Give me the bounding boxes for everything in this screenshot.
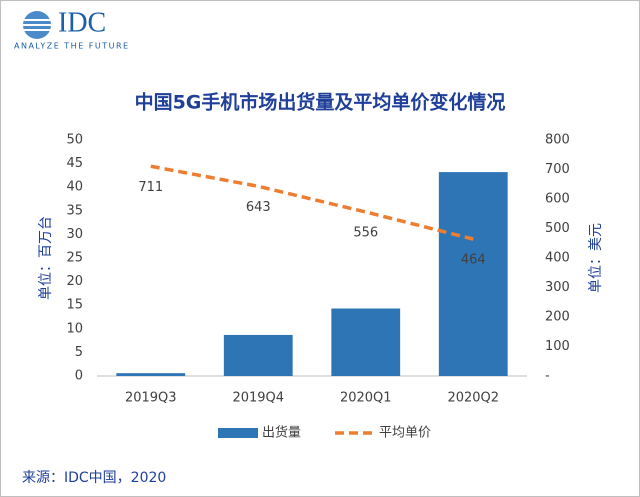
y2-tick-label: 100 xyxy=(545,339,570,354)
y2-axis-label: 单位：美元 xyxy=(588,223,604,293)
y2-tick-label: 300 xyxy=(545,280,570,295)
y-tick-label: 0 xyxy=(75,369,83,384)
y-tick-label: 5 xyxy=(75,345,83,360)
legend-label: 平均单价 xyxy=(379,426,431,441)
bar xyxy=(438,172,508,376)
y2-tick-label: 600 xyxy=(545,192,570,207)
y-tick-label: 20 xyxy=(66,274,83,289)
data-label: 464 xyxy=(461,253,486,268)
source: 来源：IDC中国，2020 xyxy=(22,470,166,486)
bar xyxy=(223,334,293,376)
data-label: 711 xyxy=(138,180,163,195)
y-tick-label: 15 xyxy=(66,298,83,313)
logo-icon xyxy=(23,11,51,39)
x-tick-label: 2020Q1 xyxy=(340,391,392,406)
y2-tick-label: 500 xyxy=(545,221,570,236)
bar xyxy=(116,373,186,376)
legend-label: 出货量 xyxy=(262,425,301,441)
y2-tick-label: 800 xyxy=(545,133,570,148)
logo-name: IDC xyxy=(58,7,106,38)
x-tick-label: 2020Q2 xyxy=(447,391,499,406)
y-tick-label: 10 xyxy=(66,321,83,336)
y-tick-label: 40 xyxy=(66,180,83,195)
chart-title: 中国5G手机市场出货量及平均单价变化情况 xyxy=(135,91,506,114)
y-tick-label: 50 xyxy=(66,133,83,148)
y2-tick-label: 400 xyxy=(545,251,570,266)
data-label: 643 xyxy=(246,200,271,215)
y-tick-label: 30 xyxy=(66,227,83,242)
y2-tick-label: 700 xyxy=(545,162,570,177)
x-tick-label: 2019Q3 xyxy=(125,391,177,406)
logo-tagline: ANALYZE THE FUTURE xyxy=(14,42,130,51)
bar xyxy=(331,308,401,376)
y-tick-label: 25 xyxy=(66,251,83,266)
y2-tick-label: - xyxy=(545,369,550,384)
data-label: 556 xyxy=(353,225,378,240)
y-tick-label: 45 xyxy=(66,156,83,171)
y-tick-label: 35 xyxy=(66,203,83,218)
y-axis-label: 单位：百万台 xyxy=(38,216,54,300)
x-tick-label: 2019Q4 xyxy=(232,391,284,406)
legend-swatch xyxy=(218,428,258,438)
y2-tick-label: 200 xyxy=(545,310,570,325)
